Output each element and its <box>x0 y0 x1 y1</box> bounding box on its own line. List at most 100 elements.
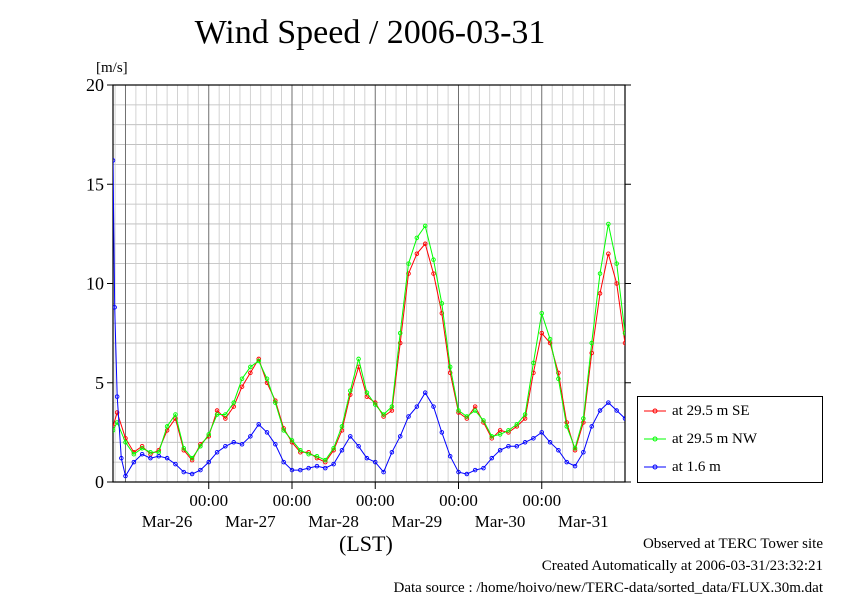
data-point <box>464 471 470 477</box>
data-point <box>431 271 436 276</box>
x-time-label: 00:00 <box>356 491 395 510</box>
series-line-1 <box>113 223 625 461</box>
data-point <box>589 424 594 429</box>
data-point <box>414 404 420 409</box>
data-point <box>231 400 236 405</box>
y-tick-label: 10 <box>86 274 104 294</box>
data-point <box>547 440 553 445</box>
data-point <box>431 257 436 262</box>
data-point <box>589 350 594 356</box>
data-point <box>248 434 253 439</box>
data-point <box>606 251 611 256</box>
data-point <box>289 467 295 473</box>
footer-observed: Observed at TERC Tower site <box>642 536 823 552</box>
data-point <box>564 459 569 465</box>
data-point <box>113 158 116 163</box>
data-point <box>114 394 120 399</box>
data-point <box>406 261 411 266</box>
data-point <box>389 404 395 409</box>
data-point <box>539 311 544 316</box>
data-point <box>489 455 495 461</box>
data-point <box>422 241 428 247</box>
data-point <box>164 424 170 429</box>
data-point <box>264 376 270 382</box>
data-point <box>173 461 178 467</box>
data-point <box>372 459 378 465</box>
data-point <box>531 360 536 366</box>
data-point <box>173 412 178 417</box>
data-point <box>597 291 603 296</box>
data-point <box>314 453 320 459</box>
y-tick-label: 20 <box>86 75 104 95</box>
data-point <box>581 449 586 455</box>
data-point <box>589 340 594 346</box>
data-point <box>348 388 353 393</box>
data-point <box>113 305 117 310</box>
y-tick-label: 15 <box>86 174 104 194</box>
data-point <box>472 467 478 473</box>
data-point <box>539 430 544 435</box>
data-point <box>356 356 361 362</box>
data-point <box>131 451 137 457</box>
y-axis-label: [m/s] <box>96 60 128 76</box>
legend-item-low: at 1.6 m <box>644 457 721 477</box>
x-time-label: 00:00 <box>439 491 478 510</box>
data-point <box>614 261 619 266</box>
legend-swatch-low <box>644 464 666 470</box>
x-axis-title: (LST) <box>339 531 393 556</box>
data-point <box>181 469 187 475</box>
data-point <box>314 463 320 469</box>
data-point <box>514 422 520 427</box>
x-time-label: 00:00 <box>189 491 228 510</box>
data-point <box>331 461 336 467</box>
data-point <box>439 430 445 435</box>
data-point <box>273 400 278 405</box>
data-point <box>206 432 211 437</box>
data-point <box>323 465 328 471</box>
footer-created: Created Automatically at 2006-03-31/23:3… <box>541 558 823 574</box>
data-point <box>456 469 461 475</box>
data-point <box>406 271 411 276</box>
data-point <box>489 434 495 439</box>
data-point <box>572 463 578 469</box>
data-point <box>447 453 453 459</box>
data-point <box>514 444 520 449</box>
data-point <box>256 422 261 427</box>
series-line-2 <box>113 160 625 478</box>
legend-label-nw: at 29.5 m NW <box>672 430 757 447</box>
data-point <box>556 370 561 376</box>
data-point <box>614 281 619 286</box>
data-point <box>214 449 220 455</box>
data-point <box>123 473 128 479</box>
data-point <box>556 376 561 382</box>
data-point <box>298 467 303 473</box>
x-time-label: 00:00 <box>273 491 312 510</box>
data-point <box>181 446 187 451</box>
data-point <box>239 442 245 447</box>
legend-swatch-nw <box>644 436 666 442</box>
legend-swatch-se <box>644 408 666 414</box>
data-point <box>472 408 478 413</box>
data-point <box>198 444 203 449</box>
data-point <box>464 414 470 419</box>
data-point <box>597 408 603 413</box>
data-point <box>248 364 253 370</box>
data-point <box>273 442 278 447</box>
x-date-label: Mar-26 <box>142 512 193 531</box>
data-point <box>289 438 295 443</box>
data-point <box>231 440 236 445</box>
data-point <box>439 301 445 306</box>
data-point <box>281 459 286 465</box>
data-point <box>239 384 245 389</box>
legend-label-low: at 1.6 m <box>672 458 721 475</box>
data-point <box>397 340 403 346</box>
data-point <box>581 416 586 421</box>
data-point <box>131 459 137 465</box>
data-point <box>364 390 370 395</box>
data-point <box>306 465 311 471</box>
data-point <box>389 449 395 455</box>
data-point <box>531 436 536 441</box>
y-tick-label: 0 <box>95 472 104 492</box>
data-point <box>456 408 461 413</box>
